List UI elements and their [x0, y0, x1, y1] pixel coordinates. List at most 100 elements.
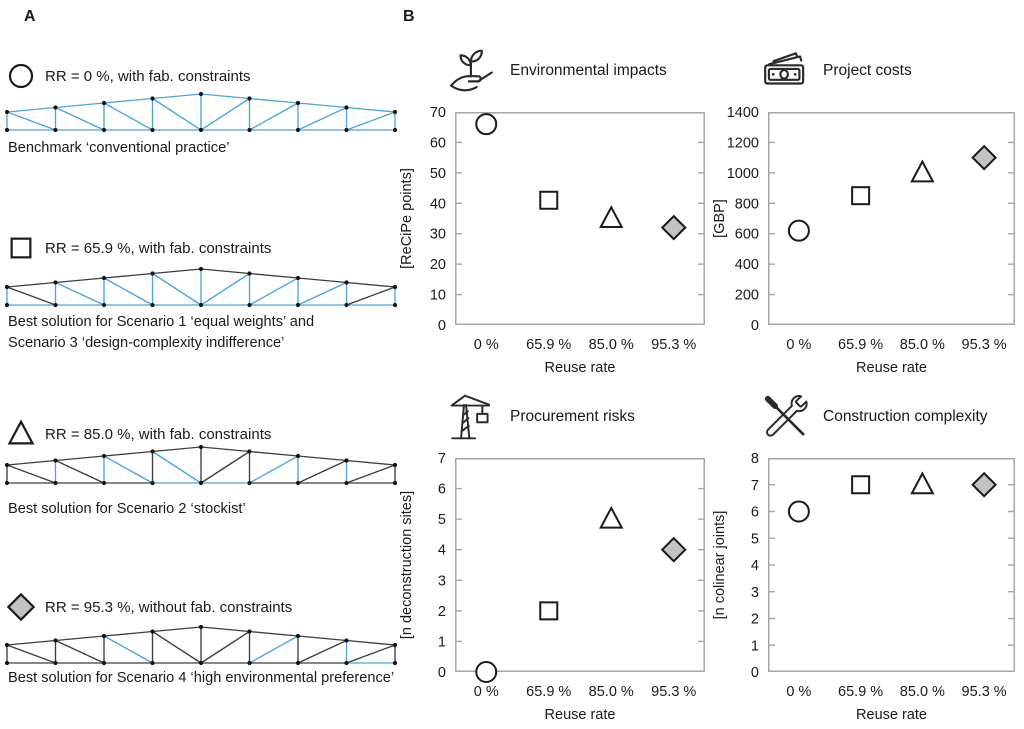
truss-member [55, 639, 105, 664]
y-tick-label: 2 [751, 612, 759, 628]
truss-node [101, 100, 107, 106]
x-tick-label: 85.0 % [900, 337, 945, 353]
truss-member [346, 644, 396, 664]
square-marker [539, 601, 559, 621]
diamond-marker-icon [6, 592, 36, 622]
truss-diagram-scenario-1-3 [4, 266, 398, 308]
truss-member [346, 286, 396, 306]
square-marker-icon [10, 237, 32, 259]
truss-node [392, 127, 398, 133]
x-axis-title: Reuse rate [856, 360, 927, 376]
x-tick-label: 85.0 % [589, 684, 634, 700]
truss-member [249, 455, 299, 484]
truss-node [392, 642, 398, 648]
truss-node [150, 480, 155, 486]
truss-node [247, 629, 252, 634]
truss-node [295, 660, 301, 666]
banknotes-icon [760, 45, 812, 97]
truss-caption: Best solution for Scenario 4 ‘high envir… [8, 668, 394, 689]
truss-caption: Benchmark ‘conventional practice’ [8, 138, 229, 159]
y-tick-label: 1 [438, 634, 446, 650]
truss-diagram-scenario-2 [4, 444, 398, 486]
plot-area: 0 10 20 30 40 50 60 70 [ReCiPe points] 0 % 65.9 % 8… [399, 105, 705, 376]
x-axis-title: Reuse rate [856, 707, 927, 723]
truss-member [249, 102, 299, 131]
plot-frame [768, 112, 1015, 325]
diamond-marker [660, 214, 687, 241]
truss-member [297, 459, 347, 484]
x-tick-label: 65.9 % [526, 684, 571, 700]
y-axis-title: [n colinear joints] [712, 511, 728, 620]
truss-node [53, 127, 58, 133]
truss-node [53, 480, 58, 486]
circle-marker [475, 661, 498, 683]
truss-node [295, 480, 301, 486]
truss-member [297, 102, 347, 109]
truss-node [295, 275, 301, 281]
truss-member [152, 630, 202, 664]
diamond-marker [6, 592, 36, 622]
truss-node [101, 302, 107, 308]
truss-node [53, 660, 58, 666]
y-tick-label: 3 [438, 573, 446, 589]
truss-node [344, 280, 349, 285]
truss-node [344, 458, 349, 463]
diamond-marker [660, 536, 687, 563]
truss-member [297, 639, 347, 664]
truss-member [103, 272, 153, 279]
truss-member [152, 268, 202, 275]
truss-node [295, 127, 301, 133]
y-axis-title: [ReCiPe points] [399, 168, 415, 269]
truss-node [344, 480, 349, 486]
plant-hand-icon [447, 45, 499, 97]
truss-member [249, 635, 299, 664]
truss-node [101, 275, 107, 281]
truss-node [198, 91, 204, 97]
truss-node [198, 266, 204, 272]
truss-node [344, 105, 349, 110]
y-tick-label: 20 [430, 257, 446, 273]
y-tick-label: 5 [438, 512, 446, 528]
truss-node [4, 660, 10, 666]
truss-legend-label: RR = 65.9 %, with fab. constraints [45, 239, 272, 257]
truss-node [150, 660, 155, 666]
truss-member [55, 277, 105, 284]
truss-legend-scenario-2: RR = 85.0 %, with fab. constraints [7, 419, 271, 448]
truss-node [344, 638, 349, 643]
chart-title: Environmental impacts [510, 62, 667, 79]
truss-member [152, 450, 202, 484]
caption-line: Best solution for Scenario 2 ‘stockist’ [8, 501, 246, 517]
truss-caption: Best solution for Scenario 2 ‘stockist’ [8, 499, 246, 520]
truss-node [198, 302, 204, 308]
chart-header: Environmental impacts [447, 42, 667, 100]
y-tick-label: 6 [751, 505, 759, 521]
y-tick-label: 0 [438, 318, 446, 334]
circle-marker [475, 113, 498, 136]
x-tick-label: 65.9 % [838, 337, 883, 353]
truss-node [150, 302, 155, 308]
truss-member [55, 459, 105, 484]
truss-node [101, 633, 107, 639]
truss-node [101, 660, 107, 666]
truss-member [6, 639, 56, 646]
plot-frame [455, 458, 705, 672]
triangle-marker [599, 205, 624, 228]
truss-member [152, 97, 202, 131]
y-tick-label: 2 [438, 604, 446, 620]
truss-member [103, 635, 153, 664]
truss-node [198, 624, 204, 630]
truss-node [53, 458, 58, 463]
truss-member [200, 626, 250, 633]
truss-member [55, 106, 105, 131]
truss-node [247, 449, 252, 454]
truss-node [295, 100, 301, 106]
truss-member [6, 464, 56, 484]
truss-member [6, 459, 56, 466]
truss-node [247, 660, 252, 666]
x-tick-label: 95.3 % [962, 684, 1007, 700]
truss-member [249, 450, 299, 457]
y-tick-label: 7 [438, 451, 446, 467]
truss-member [346, 464, 396, 484]
truss-node [150, 271, 155, 276]
y-tick-label: 50 [430, 166, 446, 182]
